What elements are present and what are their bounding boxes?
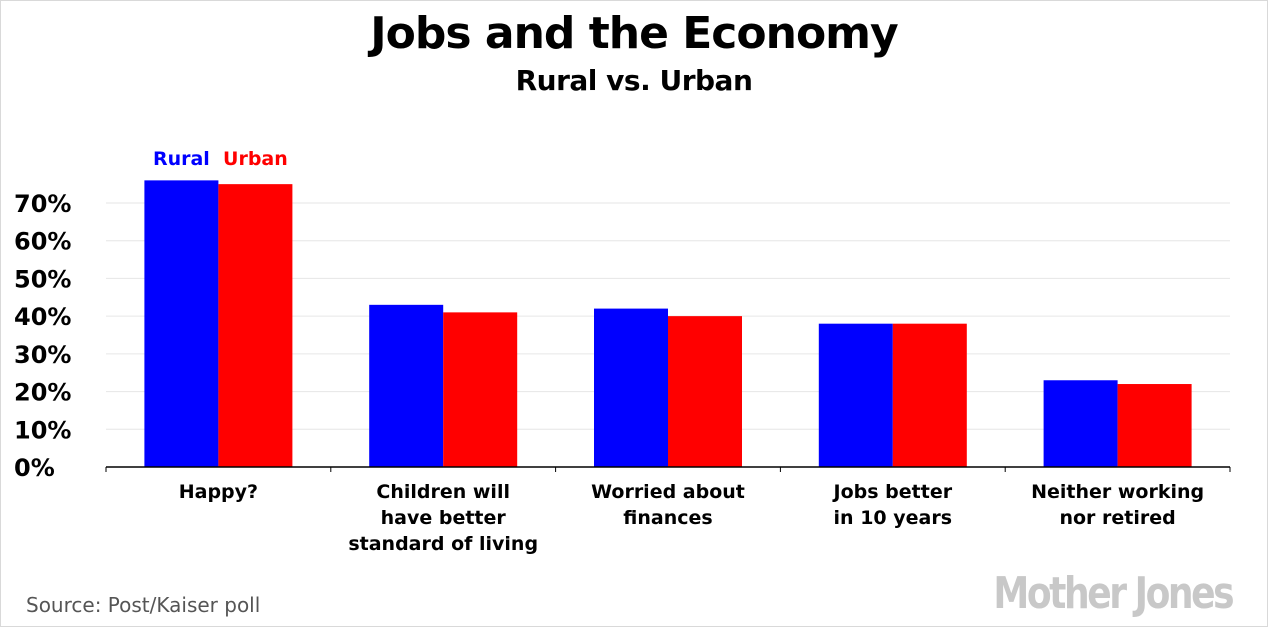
bar-rural	[818, 323, 893, 467]
bar-urban	[218, 184, 293, 467]
bar-urban	[892, 323, 967, 467]
y-tick-label: 0%	[14, 454, 55, 482]
chart-subtitle: Rural vs. Urban	[515, 64, 753, 97]
bar-rural	[594, 308, 668, 467]
y-tick-label: 20%	[14, 379, 71, 407]
legend-urban: Urban	[223, 148, 288, 170]
category-label: in 10 years	[834, 507, 952, 529]
category-label: nor retired	[1059, 507, 1175, 529]
chart-title: Jobs and the Economy	[370, 8, 898, 59]
bar-urban	[443, 312, 518, 467]
category-label: have better	[381, 507, 507, 529]
y-tick-label: 50%	[14, 265, 71, 293]
bar-rural	[144, 180, 219, 467]
y-tick-label: 10%	[14, 416, 71, 444]
bar-rural	[1043, 380, 1118, 467]
legend-rural: Rural	[153, 148, 210, 170]
category-label: Children will	[376, 481, 510, 503]
category-label: Neither working	[1031, 481, 1204, 503]
source-note: Source: Post/Kaiser poll	[26, 593, 261, 617]
category-label: Worried about	[591, 481, 745, 503]
y-tick-label: 70%	[14, 190, 71, 218]
y-tick-label: 60%	[14, 228, 71, 256]
mother-jones-logo: Mother Jones	[993, 568, 1234, 619]
category-label: finances	[623, 507, 712, 529]
y-tick-label: 30%	[14, 341, 71, 369]
category-label: standard of living	[348, 533, 538, 555]
bar-urban	[1117, 384, 1192, 467]
bar-urban	[668, 316, 742, 467]
y-tick-label: 40%	[14, 303, 71, 331]
category-label: Happy?	[179, 481, 258, 503]
category-label: Jobs better	[832, 481, 953, 503]
bar-rural	[369, 304, 444, 467]
